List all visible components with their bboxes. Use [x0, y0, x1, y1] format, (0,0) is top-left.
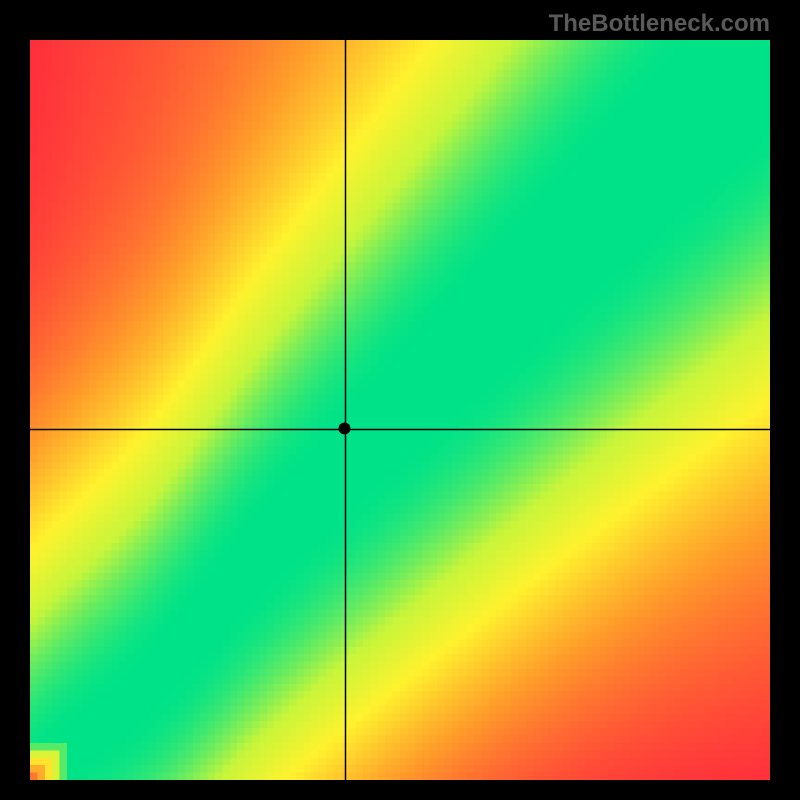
chart-container: TheBottleneck.com	[0, 0, 800, 800]
crosshair-overlay	[30, 40, 770, 780]
watermark-text: TheBottleneck.com	[549, 10, 770, 38]
